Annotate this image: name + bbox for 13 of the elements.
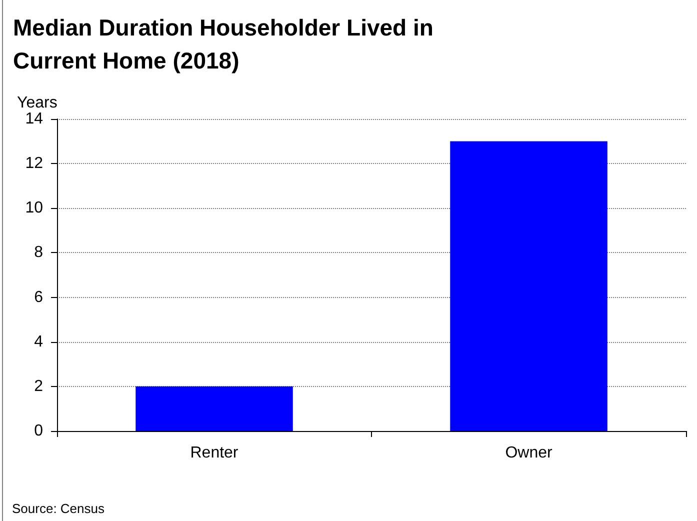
x-tick-label: Owner (505, 444, 553, 462)
x-tick-label: Renter (190, 444, 239, 462)
source-note: Source: Census (12, 501, 105, 516)
y-tick-label: 12 (25, 155, 44, 172)
y-tick-label: 4 (34, 333, 44, 350)
y-tick-label: 8 (34, 244, 44, 262)
y-tick-label: 10 (25, 200, 44, 217)
y-tick-label: 14 (25, 110, 44, 128)
y-tick-label: 2 (34, 378, 44, 395)
y-tick-label: 6 (34, 288, 44, 306)
y-axis-title: Years (17, 94, 58, 112)
y-tick-label: 0 (34, 422, 44, 440)
chart-title: Median Duration Householder Lived in Current Home (2018) (13, 14, 440, 74)
